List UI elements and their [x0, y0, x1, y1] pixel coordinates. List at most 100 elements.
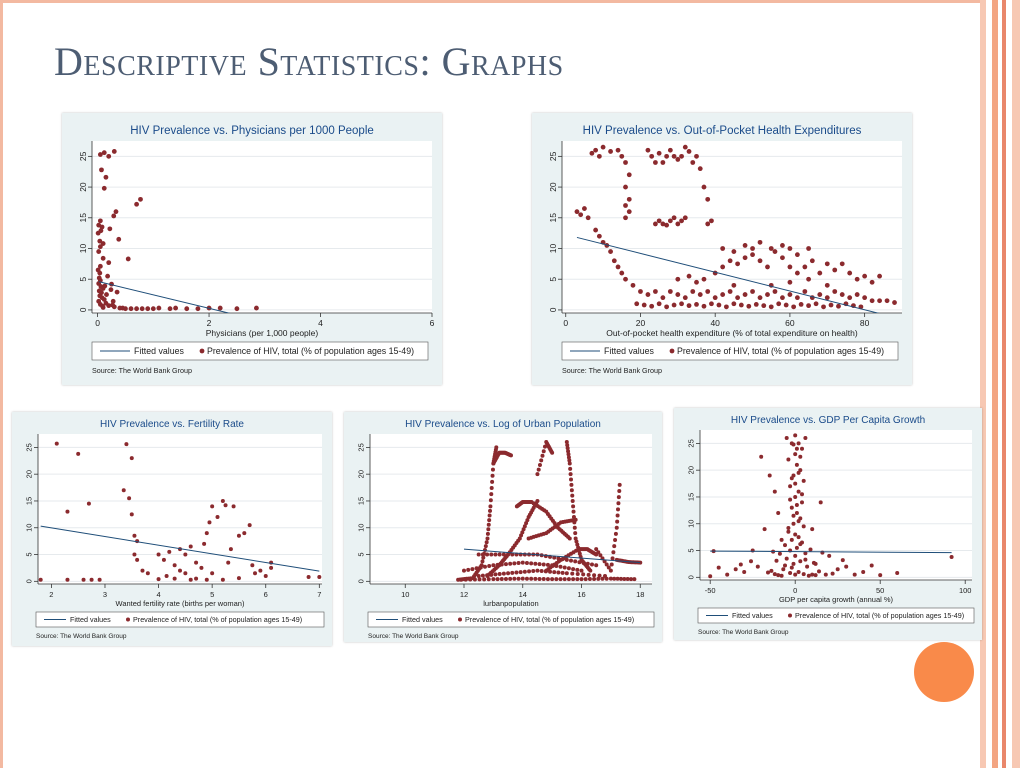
data-point — [630, 282, 636, 288]
data-point — [565, 443, 570, 448]
data-point — [65, 577, 70, 582]
data-point — [490, 467, 495, 472]
data-point — [596, 153, 602, 159]
data-point — [499, 562, 504, 567]
data-point — [623, 184, 628, 190]
legend-box — [35, 611, 325, 628]
legend-box — [367, 611, 655, 628]
data-point — [566, 455, 571, 460]
data-point — [529, 561, 534, 566]
data-point — [594, 563, 599, 568]
data-point — [520, 530, 525, 535]
data-point — [485, 573, 490, 578]
data-point — [317, 575, 322, 580]
x-tick-label: 20 — [636, 318, 646, 328]
data-layer — [456, 440, 643, 582]
x-tick-label: 6 — [264, 590, 268, 599]
data-point — [480, 559, 485, 564]
data-point — [768, 246, 774, 251]
data-point — [545, 577, 550, 582]
data-point — [489, 485, 494, 490]
data-point — [697, 166, 703, 172]
data-point — [783, 302, 789, 308]
data-point — [480, 573, 485, 578]
data-point — [194, 576, 199, 581]
data-point — [537, 562, 542, 567]
data-point — [725, 572, 730, 577]
data-point — [755, 564, 760, 569]
data-point — [550, 577, 555, 582]
data-point — [509, 453, 513, 458]
data-point — [199, 565, 204, 570]
y-tick-label: 15 — [78, 213, 88, 223]
y-tick-label: 10 — [25, 524, 34, 532]
data-point — [742, 243, 748, 248]
data-point — [801, 572, 806, 577]
data-point — [550, 450, 555, 455]
data-point — [779, 573, 784, 578]
data-point — [202, 541, 207, 546]
data-point — [608, 249, 613, 254]
data-point — [462, 568, 466, 573]
data-point — [806, 573, 811, 578]
x-tick-label: 100 — [959, 586, 972, 595]
x-tick-label: 14 — [519, 590, 527, 599]
data-point — [585, 561, 590, 566]
x-tick-label: 18 — [636, 590, 644, 599]
data-point — [600, 576, 605, 581]
data-point — [877, 273, 882, 279]
data-point — [575, 567, 580, 572]
data-point — [712, 295, 718, 301]
y-tick-label: 15 — [357, 497, 366, 505]
data-point — [588, 568, 593, 573]
data-point — [236, 576, 241, 581]
data-point — [517, 536, 522, 541]
legend-label-fitted: Fitted values — [402, 615, 443, 624]
x-tick-label: 80 — [860, 318, 870, 328]
data-point — [97, 244, 103, 250]
data-point — [832, 289, 838, 294]
data-point — [750, 246, 755, 251]
y-tick-label: 0 — [78, 307, 88, 312]
data-point — [194, 560, 199, 565]
x-tick-label: -50 — [705, 586, 716, 595]
data-point — [490, 473, 495, 478]
data-point — [690, 160, 696, 165]
data-point — [793, 481, 798, 486]
data-point — [533, 576, 538, 581]
data-point — [514, 570, 519, 575]
data-point — [512, 561, 517, 566]
data-point — [694, 279, 699, 285]
data-point — [518, 570, 523, 575]
data-point — [524, 576, 529, 581]
data-point — [709, 301, 714, 307]
data-point — [506, 552, 511, 557]
data-point — [541, 562, 546, 567]
data-point — [787, 292, 793, 297]
data-point — [485, 552, 490, 557]
data-point — [682, 295, 688, 301]
data-point — [537, 462, 542, 467]
data-point — [572, 520, 577, 525]
data-point — [619, 153, 625, 159]
data-point — [675, 157, 681, 162]
data-point — [682, 144, 688, 150]
data-point — [767, 473, 772, 478]
data-point — [742, 292, 748, 297]
data-point — [835, 567, 840, 572]
data-point — [223, 503, 228, 508]
data-point — [531, 568, 536, 573]
data-point — [535, 568, 540, 573]
data-point — [564, 557, 569, 562]
data-point — [476, 552, 481, 557]
data-point — [731, 301, 737, 307]
data-layer — [574, 144, 897, 313]
data-point — [123, 306, 128, 312]
data-point — [501, 552, 506, 557]
data-point — [660, 160, 666, 165]
data-point — [615, 519, 620, 524]
data-point — [793, 433, 798, 438]
y-tick-label: 20 — [687, 466, 696, 474]
data-point — [482, 577, 487, 582]
y-tick-label: 25 — [548, 151, 558, 161]
